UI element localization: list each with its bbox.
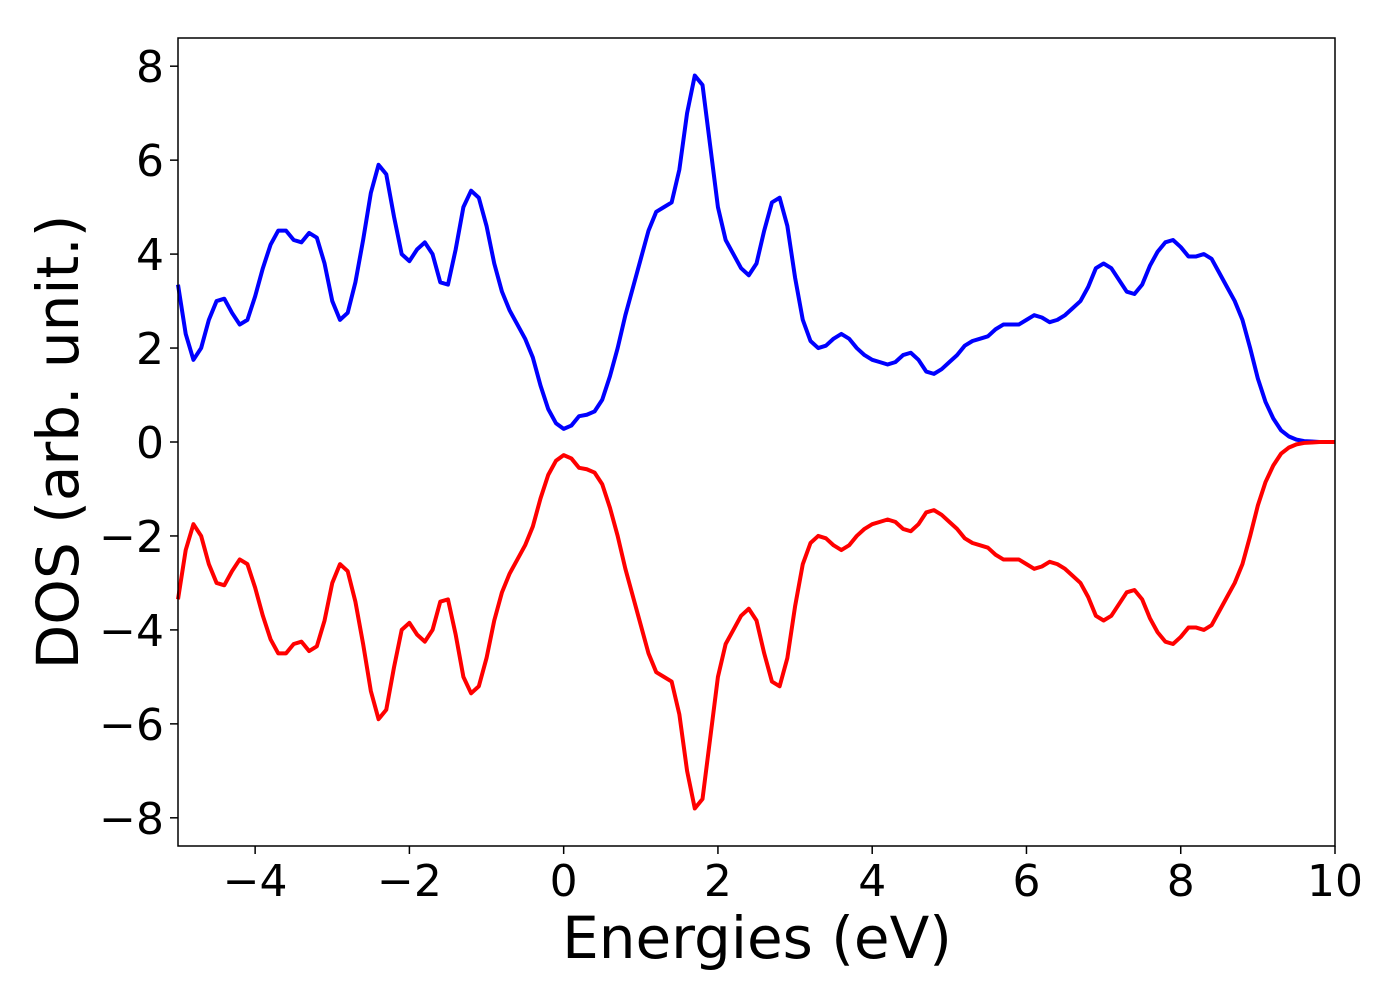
y-tick-label: 8	[136, 42, 164, 93]
y-tick-label: 2	[136, 324, 164, 375]
x-tick-label: 4	[858, 856, 886, 907]
y-tick-label: −8	[99, 794, 164, 845]
x-tick-label: 2	[704, 856, 732, 907]
y-tick-label: −2	[99, 512, 164, 563]
x-axis-label: Energies (eV)	[562, 904, 952, 972]
dos-line	[176, 440, 1335, 811]
x-tick-label: 8	[1167, 856, 1195, 907]
y-tick-label: 4	[136, 230, 164, 281]
x-tick-label: 0	[550, 856, 578, 907]
x-tick-label: −2	[377, 856, 442, 907]
x-tick-label: 6	[1012, 856, 1040, 907]
x-tick-label: −4	[223, 856, 288, 907]
dos-line	[176, 73, 1335, 444]
y-axis-label: DOS (arb. unit.)	[24, 215, 92, 670]
y-tick-label: 0	[136, 418, 164, 469]
y-tick-label: 6	[136, 136, 164, 187]
x-tick-label: 10	[1307, 856, 1363, 907]
y-tick-label: −6	[99, 700, 164, 751]
y-tick-label: −4	[99, 606, 164, 657]
plot-frame	[177, 37, 1336, 847]
